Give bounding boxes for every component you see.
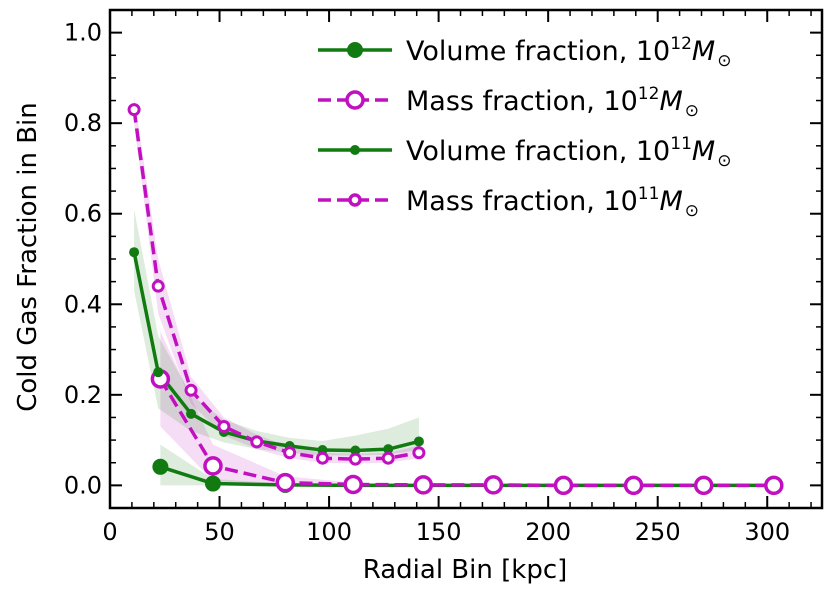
x-tick-label: 50 xyxy=(204,518,235,546)
point-series-4 xyxy=(127,103,141,117)
y-tick-label: 0.2 xyxy=(64,381,102,409)
point-series-4 xyxy=(184,383,198,397)
legend-label-3: Volume fraction, 1011M ⊙ xyxy=(406,134,731,171)
band-series-1 xyxy=(160,444,774,486)
legend-handle-marker-1 xyxy=(347,42,363,58)
y-tick-label: 0.6 xyxy=(64,200,102,228)
x-tick-label: 100 xyxy=(306,518,352,546)
point-series-4 xyxy=(217,420,231,434)
point-series-2 xyxy=(275,472,296,493)
point-series-3 xyxy=(413,436,424,447)
point-series-4 xyxy=(412,446,426,460)
legend-label-1: Volume fraction, 1012M ⊙ xyxy=(406,34,731,71)
x-tick-label: 200 xyxy=(525,518,571,546)
series-lines xyxy=(132,109,774,488)
point-series-3 xyxy=(383,444,394,455)
point-series-4 xyxy=(283,446,297,460)
point-series-3 xyxy=(350,445,361,456)
x-tick-label: 150 xyxy=(416,518,462,546)
point-series-4 xyxy=(151,279,165,293)
point-series-2 xyxy=(483,475,504,495)
point-series-4 xyxy=(250,435,264,449)
ticks: 0 50 100 150 200 250 300 0.0 0.2 0.4 0.6 0.8 1.0 xyxy=(64,9,822,546)
legend-label-2: Mass fraction, 1012M ⊙ xyxy=(406,84,699,121)
x-tick-label: 250 xyxy=(635,518,681,546)
legend-handle-marker-4 xyxy=(348,193,362,207)
point-series-2 xyxy=(553,475,574,496)
series-markers xyxy=(127,103,784,496)
y-tick-label: 1.0 xyxy=(64,19,102,47)
point-series-4 xyxy=(381,451,395,465)
y-tick-label: 0.0 xyxy=(64,471,102,499)
line-series-3 xyxy=(132,251,420,453)
point-series-3 xyxy=(186,408,197,419)
point-series-3 xyxy=(129,247,140,258)
legend: Volume fraction, 1012M ⊙ Mass fraction, 10… xyxy=(318,34,731,221)
point-series-2 xyxy=(623,475,644,496)
point-series-2 xyxy=(413,475,434,495)
x-tick-label: 0 xyxy=(102,518,117,546)
point-series-4 xyxy=(348,452,362,466)
y-tick-label: 0.4 xyxy=(64,290,102,318)
legend-handle-marker-2 xyxy=(345,90,365,110)
band-series-2 xyxy=(160,331,774,486)
point-series-1 xyxy=(152,458,169,475)
point-series-4 xyxy=(316,451,330,465)
point-series-2 xyxy=(203,456,223,476)
legend-handle-marker-3 xyxy=(350,145,360,155)
point-series-3 xyxy=(153,367,164,378)
point-series-1 xyxy=(204,475,221,492)
y-axis-label: Cold Gas Fraction in Bin xyxy=(13,102,43,412)
point-series-2 xyxy=(693,475,714,496)
line-series-2 xyxy=(158,378,774,488)
x-axis-label: Radial Bin [kpc] xyxy=(363,555,568,585)
y-tick-label: 0.8 xyxy=(64,109,102,137)
legend-label-4: Mass fraction, 1011M ⊙ xyxy=(406,184,699,221)
line-series-4 xyxy=(132,109,420,461)
point-series-2 xyxy=(764,475,784,496)
x-tick-label: 300 xyxy=(744,518,790,546)
band-series-3 xyxy=(134,209,419,456)
point-series-2 xyxy=(343,474,363,495)
